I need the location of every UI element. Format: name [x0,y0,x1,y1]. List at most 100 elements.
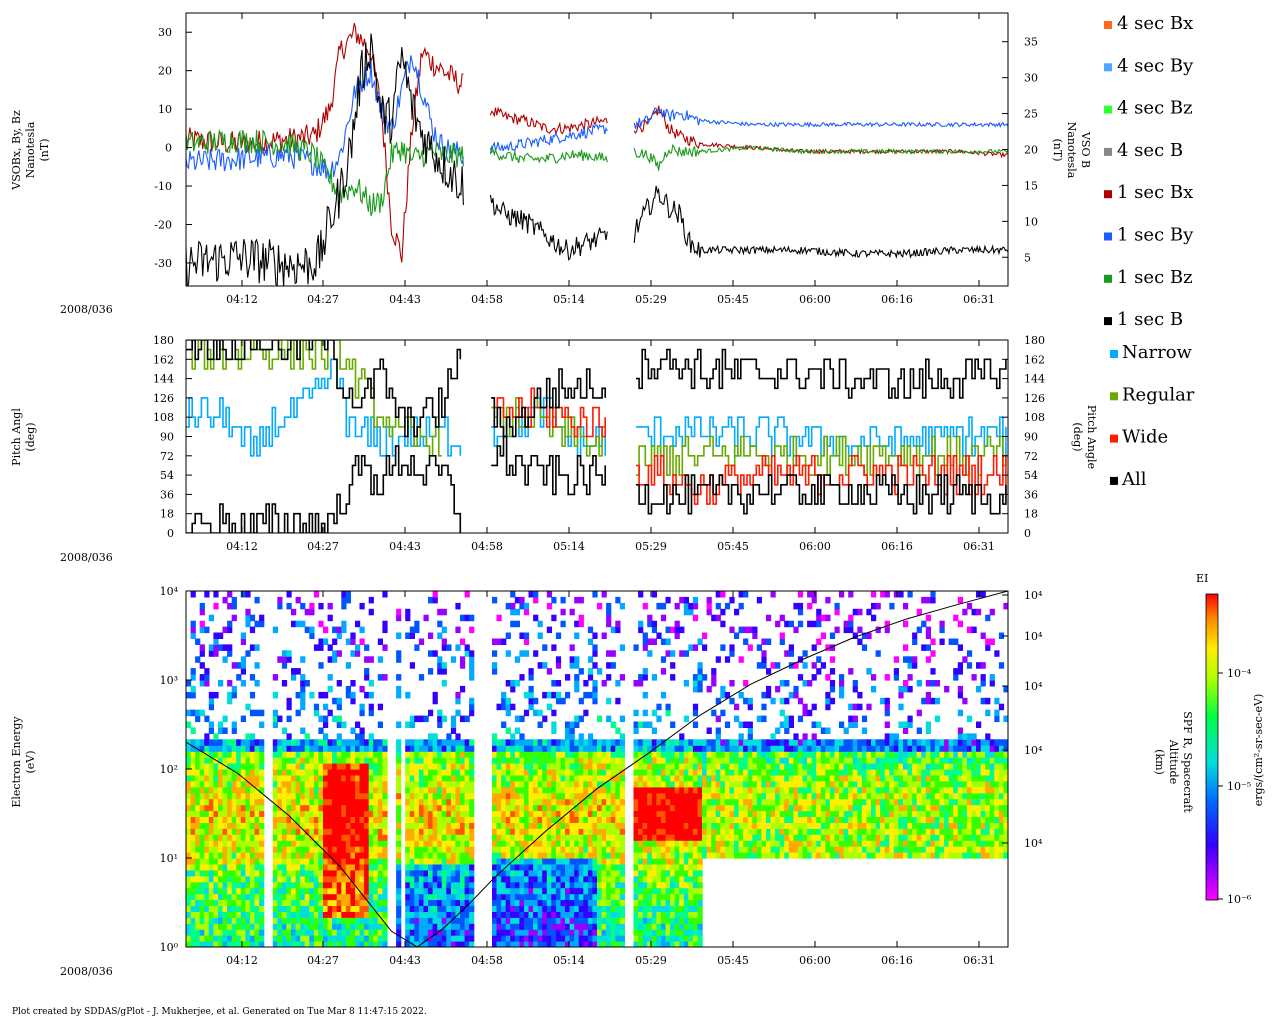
spectrogram-cell [587,858,594,865]
spectrogram-cell [523,887,530,895]
spectrogram-cell [359,941,365,947]
spectrogram-cell [249,905,256,912]
spectrogram-cell [373,905,379,912]
spectrogram-cell [496,614,502,622]
x-tick-label: 06:31 [963,293,995,306]
spectrogram-cell [469,822,475,829]
spectrogram-cell [542,691,548,699]
spectrogram-cell [578,905,584,912]
spectrogram-cell [313,745,320,752]
spectrogram-cell [523,822,530,829]
spectrogram-cell [368,774,374,782]
spectrogram-cell [368,763,374,770]
spectrogram-cell [455,846,461,853]
spectrogram-cell [807,709,813,717]
spectrogram-cell [355,863,361,871]
spectrogram-cell [218,804,224,812]
spectrogram-cell [619,745,625,752]
spectrogram-cell [747,721,753,728]
spectrogram-cell [592,739,598,746]
spectrogram-cell [291,858,297,865]
spectrogram-cell [222,858,228,865]
spectrogram-cell [807,786,813,794]
spectrogram-cell [807,757,813,764]
spectrogram-cell [218,840,224,847]
spectrogram-cell [546,887,552,895]
spectrogram-cell [807,822,813,829]
spectrogram-cell [460,893,466,901]
spectrogram-cell [697,662,703,669]
spectrogram-cell [240,680,246,687]
spectrogram-cell [729,596,735,604]
spectrogram-cell [747,739,753,746]
spectrogram-cell [249,917,256,924]
spectrogram-cell [747,626,753,634]
spectrogram-cell [711,804,717,812]
spectrogram-cell [222,656,228,663]
spectrogram-cell [784,727,790,734]
spectrogram-cell [345,905,351,912]
spectrogram-cell [647,869,653,877]
spectrogram-cell [446,757,452,764]
spectrogram-cell [469,703,475,711]
spectrogram-cell [775,751,781,758]
spectrogram-cell [309,846,315,853]
spectrogram-cell [688,786,694,794]
spectrogram-cell [569,929,575,936]
spectrogram-cell [537,632,543,639]
spectrogram-cell [674,840,680,847]
spectrogram-cell [779,786,785,794]
spectrogram-cell [204,893,210,901]
spectrogram-cell [715,715,721,723]
spectrogram-cell [523,923,530,930]
spectrogram-cell [396,869,402,877]
spectrogram-cell [688,816,694,823]
spectrogram-cell [583,798,589,806]
spectrogram-cell [492,869,498,877]
spectrogram-cell [364,780,370,788]
spectrogram-cell [332,763,338,770]
spectrogram-cell [405,863,411,871]
spectrogram-cell [555,923,562,930]
spectrogram-cell [327,846,333,853]
spectrogram-cell [245,786,251,794]
spectrogram-cell [660,828,667,835]
spectrogram-cell [615,804,621,812]
spectrogram-cell [295,869,301,877]
spectrogram-cell [218,780,224,788]
spectrogram-cell [460,757,466,764]
spectrogram-cell [656,822,662,829]
spectrogram-cell [245,929,251,936]
spectrogram-cell [418,881,425,889]
spectrogram-cell [396,608,402,616]
spectrogram-cell [418,822,425,829]
spectrogram-cell [359,887,365,895]
spectrogram-cell [574,774,580,782]
spectrogram-cell [702,757,708,764]
spectrogram-cell [377,822,383,829]
spectrogram-cell [523,899,530,906]
spectrogram-cell [277,923,283,930]
spectrogram-cell [254,858,260,865]
spectrogram-cell [583,846,589,853]
spectrogram-cell [240,929,246,936]
spectrogram-cell [455,780,461,788]
spectrogram-cell [231,792,237,800]
spectrogram-cell [245,905,251,912]
spectrogram-cell [619,810,625,817]
spectrogram-cell [492,786,498,794]
spectrogram-cell [692,917,699,924]
spectrogram-cell [747,822,753,829]
spectrogram-cell [747,798,753,806]
spectrogram-cell [464,715,470,723]
spectrogram-cell [788,620,794,628]
spectrogram-cell [523,745,530,752]
spectrogram-cell [208,863,214,871]
spectrogram-cell [190,769,196,776]
spectrogram-cell [245,804,251,812]
spectrogram-cell [665,763,671,770]
spectrogram-cell [336,715,342,723]
spectrogram-cell [304,751,310,758]
spectrogram-cell [583,757,589,764]
spectrogram-cell [770,798,776,806]
